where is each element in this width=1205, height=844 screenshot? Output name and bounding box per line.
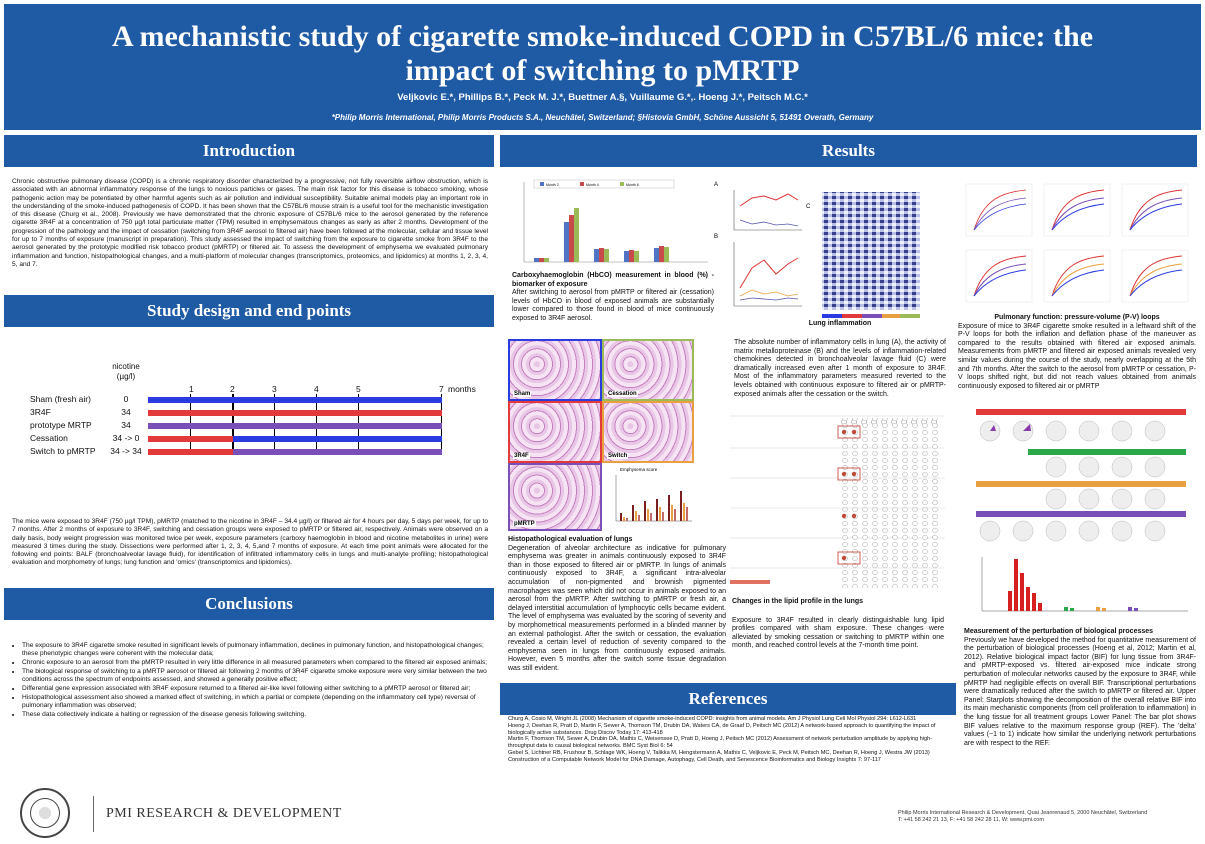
group-dose: 34 (121, 407, 131, 417)
poster-title: A mechanistic study of cigarette smoke-i… (4, 4, 1201, 88)
section-header-conclusions: Conclusions (4, 588, 494, 620)
conclusion-item: Chronic exposure to an aerosol from the … (22, 659, 490, 667)
group-label: Cessation (30, 433, 68, 443)
study-design-diagram: nicotine (µg/l) 1 2 3 4 5 7 months Sham … (30, 362, 500, 472)
month-2: 2 (230, 384, 235, 394)
photo-label: 3R4F (513, 453, 530, 459)
introduction-text: Chronic obstructive pulmonary disease (C… (12, 178, 488, 268)
conclusion-item: Differential gene expression associated … (22, 685, 490, 693)
references-text: Churg A, Cosio M, Wright JL (2008) Mecha… (508, 716, 936, 763)
month-4: 4 (314, 384, 319, 394)
conclusion-item: Histopathological assessment also showed… (22, 694, 490, 711)
footer-address: Philip Morris International Research & D… (898, 810, 1147, 824)
title-line-2: impact of switching to pMRTP (405, 54, 800, 87)
title-banner: A mechanistic study of cigarette smoke-i… (4, 4, 1201, 130)
histo-photo-sham: Sham (508, 339, 602, 401)
emphysema-score-title: Emphysema score (620, 467, 658, 472)
group-dose: 34 -> 0 (112, 433, 140, 443)
exposure-bar-air (148, 397, 442, 403)
title-line-1: A mechanistic study of cigarette smoke-i… (111, 20, 1094, 53)
pv-title: Pulmonary function: pressure-volume (P-V… (994, 314, 1160, 321)
exposure-bar-air (233, 436, 442, 442)
group-row-3r4f: 3R4F 34 (30, 407, 500, 418)
emphysema-score-chart: Emphysema score (615, 467, 692, 522)
pv-loops-grid (965, 183, 1189, 303)
group-dose: 0 (123, 394, 129, 404)
bif-starplot-figure (976, 409, 1188, 612)
photo-label: pMRTP (513, 521, 536, 527)
hbco-text: After switching to aerosol from pMRTP or… (512, 289, 714, 322)
authors: Veljkovic E.*, Phillips B.*, Peck M. J.*… (397, 92, 808, 103)
histo-caption: Histopathological evaluation of lungs De… (508, 536, 726, 674)
group-row-cessation: Cessation 34 -> 0 (30, 433, 500, 444)
group-dose: 34 (121, 420, 131, 430)
inflammation-text: The absolute number of inflammatory cell… (734, 339, 946, 398)
group-row-pmrtp: prototype MRTP 34 (30, 420, 500, 431)
histo-text: Degeneration of alveolar architecture as… (508, 544, 726, 672)
month-7: 7 (439, 384, 444, 394)
group-row-sham: Sham (fresh air) 0 (30, 394, 500, 405)
exposure-bar-3r4f (148, 449, 233, 455)
hbco-caption: Carboxyhaemoglobin (HbCO) measurement in… (512, 272, 714, 324)
month-1: 1 (189, 384, 194, 394)
brand-name: PMI RESEARCH & DEVELOPMENT (106, 806, 342, 821)
conclusion-item: The exposure to 3R4F cigarette smoke res… (22, 642, 490, 659)
contact-line: T: +41 58 242 21 13, F: +41 58 242 28 11… (898, 817, 1044, 823)
bif-title: Measurement of the perturbation of biolo… (964, 628, 1154, 635)
exposure-bar-3r4f (148, 436, 233, 442)
study-design-text: The mice were exposed to 3R4F (750 µg/l … (12, 518, 488, 567)
lipid-title: Changes in the lipid profile in the lung… (732, 598, 864, 605)
pv-text: Exposure of mice to 3R4F cigarette smoke… (958, 322, 1196, 390)
section-header-study-design: Study design and end points (4, 295, 494, 327)
conclusion-item: The biological response of switching to … (22, 668, 490, 685)
inflammation-title: Lung inflammation (808, 320, 872, 327)
hbco-bar-chart: Month 2 Month 4 Month 6 (523, 179, 708, 263)
svg-text:C: C (806, 204, 811, 210)
month-3: 3 (272, 384, 277, 394)
month-5: 5 (356, 384, 361, 394)
legend-month-2: Month 2 (546, 183, 559, 187)
photo-label: Sham (513, 391, 532, 397)
histo-photo-pmrtp: pMRTP (508, 463, 602, 531)
address-line: Philip Morris International Research & D… (898, 810, 1148, 816)
pv-caption: Pulmonary function: pressure-volume (P-V… (958, 314, 1196, 391)
histo-photo-switch: Switch (602, 401, 694, 463)
section-header-introduction: Introduction (4, 135, 494, 167)
section-header-results: Results (500, 135, 1197, 167)
exposure-bar-pmrtp (233, 449, 442, 455)
histo-photo-3r4f: 3R4F (508, 401, 602, 463)
hbco-title: Carboxyhaemoglobin (HbCO) measurement in… (512, 272, 714, 288)
svg-text:B: B (714, 234, 718, 240)
histo-title: Histopathological evaluation of lungs (508, 536, 633, 543)
months-label: months (448, 384, 476, 394)
conclusions-list: The exposure to 3R4F cigarette smoke res… (12, 642, 490, 720)
exposure-bar-pmrtp (148, 423, 442, 429)
photo-label: Switch (607, 453, 629, 459)
legend-month-4: Month 4 (586, 183, 599, 187)
group-dose: 34 -> 34 (110, 446, 142, 456)
group-label: 3R4F (30, 407, 51, 417)
group-row-switch: Switch to pMRTP 34 -> 34 (30, 446, 500, 457)
lipid-profile-table (730, 408, 945, 596)
photo-label: Cessation (607, 391, 638, 397)
bif-caption: Measurement of the perturbation of biolo… (964, 628, 1196, 748)
group-label: prototype MRTP (30, 420, 92, 430)
bif-text: Previously we have developed the method … (964, 636, 1196, 747)
affiliations: *Philip Morris International, Philip Mor… (331, 113, 874, 122)
group-label: Sham (fresh air) (30, 394, 91, 404)
legend-month-6: Month 6 (626, 183, 639, 187)
conclusion-item: These data collectively indicate a halti… (22, 711, 490, 719)
group-label: Switch to pMRTP (30, 446, 96, 456)
footer: PMI RESEARCH & DEVELOPMENT Philip Morris… (0, 766, 1205, 844)
lung-inflammation-figure: A B C (714, 182, 920, 318)
nicotine-header: nicotine (µg/l) (112, 362, 140, 381)
histo-photo-cessation: Cessation (602, 339, 694, 401)
lipid-text: Exposure to 3R4F resulted in clearly dis… (732, 616, 944, 650)
exposure-bar-3r4f (148, 410, 442, 416)
svg-text:A: A (714, 182, 718, 188)
section-header-references: References (500, 683, 956, 715)
lipid-caption: Changes in the lipid profile in the lung… (732, 598, 944, 651)
pmi-crest-logo (20, 788, 70, 838)
